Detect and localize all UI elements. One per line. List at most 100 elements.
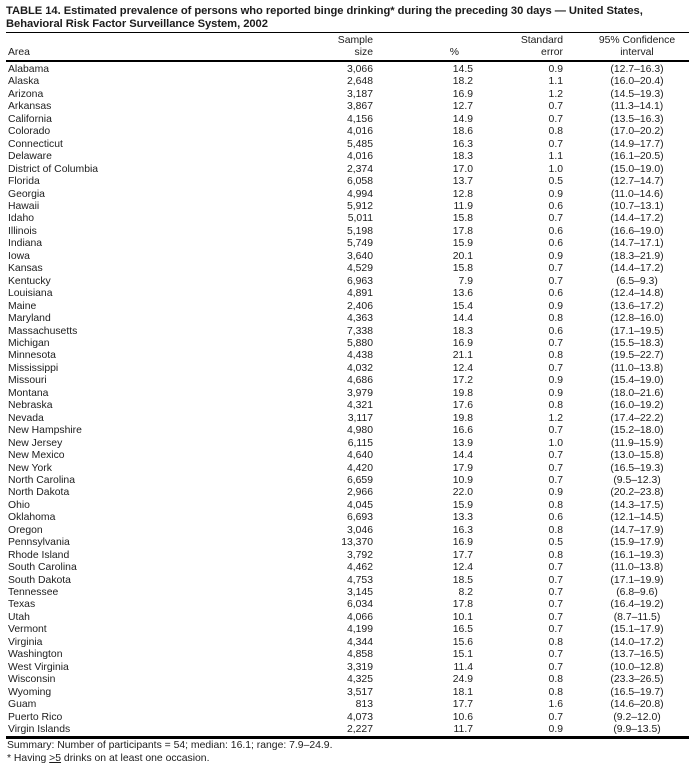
sample-size-cell: 3,867: [346, 101, 373, 113]
area-cell: Alabama: [8, 64, 50, 75]
confidence-interval-cell: (16.5–19.7): [610, 686, 664, 698]
confidence-interval-cell: (17.0–20.2): [610, 126, 664, 138]
area-cell: Virgin Islands: [8, 724, 71, 736]
standard-error-cell: 1.1: [548, 151, 563, 163]
confidence-interval-cell: (17.4–22.2): [610, 412, 664, 424]
sample-size-cell: 3,145: [346, 587, 373, 599]
standard-error-cell: 0.7: [548, 587, 563, 599]
area-cell: Delaware: [8, 151, 52, 163]
standard-error-cell: 0.7: [548, 711, 563, 723]
confidence-interval-cell: (11.3–14.1): [610, 101, 664, 113]
confidence-interval-cell: (16.0–20.4): [610, 76, 664, 88]
sample-size-cell: 3,187: [346, 88, 373, 100]
confidence-interval-cell: (17.1–19.9): [610, 574, 664, 586]
percent-cell: 17.6: [452, 400, 473, 412]
sample-size-cell: 3,319: [346, 661, 373, 673]
area-cell: Missouri: [8, 375, 47, 387]
percent-cell: 18.3: [452, 151, 473, 163]
sample-size-cell: 6,115: [347, 437, 373, 449]
standard-error-cell: 0.5: [548, 537, 563, 549]
standard-error-cell: 1.0: [548, 437, 563, 449]
sample-size-cell: 6,034: [346, 599, 373, 611]
percent-cell: 13.6: [452, 288, 473, 300]
area-cell: Virginia: [8, 636, 43, 648]
area-cell: Kansas: [8, 263, 43, 275]
sample-size-cell: 5,011: [347, 213, 373, 225]
confidence-interval-cell: (13.0–15.8): [610, 450, 664, 462]
standard-error-cell: 0.9: [548, 387, 563, 399]
sample-size-cell: 4,344: [346, 636, 373, 648]
area-cell: Montana: [8, 387, 49, 399]
table-row: Tennessee 3,145 8.2 0.7 (6.8–9.6): [6, 587, 689, 599]
table-row: Massachusetts 7,338 18.3 0.6 (17.1–19.5): [6, 326, 689, 338]
standard-error-cell: 0.7: [548, 138, 563, 150]
area-cell: Nevada: [8, 412, 44, 424]
area-cell: New Jersey: [8, 437, 63, 449]
sample-size-cell: 3,066: [346, 64, 373, 75]
confidence-interval-cell: (6.5–9.3): [616, 275, 658, 287]
confidence-interval-cell: (9.9–13.5): [613, 724, 661, 736]
standard-error-cell: 0.7: [548, 599, 563, 611]
table-row: Oregon 3,046 16.3 0.8 (14.7–17.9): [6, 525, 689, 537]
table-row: Georgia 4,994 12.8 0.9 (11.0–14.6): [6, 189, 689, 201]
standard-error-cell: 0.7: [548, 275, 563, 287]
area-cell: Guam: [8, 699, 37, 711]
table-row: Alaska 2,648 18.2 1.1 (16.0–20.4): [6, 76, 689, 88]
sample-size-cell: 4,325: [346, 674, 373, 686]
table-row: District of Columbia 2,374 17.0 1.0 (15.0–19…: [6, 164, 689, 176]
standard-error-cell: 0.8: [548, 350, 563, 362]
sample-size-cell: 4,980: [346, 425, 373, 437]
summary-line: Summary: Number of participants = 54; me…: [7, 740, 333, 752]
percent-cell: 13.3: [452, 512, 473, 524]
table-row: South Dakota 4,753 18.5 0.7 (17.1–19.9): [6, 575, 689, 587]
sample-size-cell: 7,338: [346, 325, 373, 337]
percent-cell: 13.9: [452, 437, 473, 449]
area-cell: Vermont: [8, 624, 47, 636]
standard-error-cell: 1.6: [548, 699, 563, 711]
confidence-interval-cell: (14.7–17.1): [610, 238, 664, 250]
confidence-interval-cell: (18.3–21.9): [610, 250, 664, 262]
confidence-interval-cell: (14.3–17.5): [610, 499, 664, 511]
area-cell: Tennessee: [8, 587, 59, 599]
table-row: Utah 4,066 10.1 0.7 (8.7–11.5): [6, 612, 689, 624]
confidence-interval-cell: (10.0–12.8): [610, 661, 664, 673]
percent-cell: 17.8: [452, 225, 473, 237]
sample-size-cell: 2,227: [346, 724, 373, 736]
sample-size-cell: 4,321: [346, 400, 373, 412]
percent-cell: 10.6: [452, 711, 473, 723]
footnote-gte-symbol: >5: [49, 752, 62, 764]
area-cell: Oklahoma: [8, 512, 56, 524]
confidence-interval-cell: (14.7–17.9): [610, 524, 664, 536]
confidence-interval-cell: (15.1–17.9): [610, 624, 664, 636]
standard-error-cell: 0.7: [548, 661, 563, 673]
percent-cell: 11.4: [453, 661, 473, 673]
confidence-interval-cell: (11.0–13.8): [610, 562, 664, 574]
confidence-interval-cell: (16.1–20.5): [610, 151, 664, 163]
confidence-interval-cell: (14.6–20.8): [610, 699, 664, 711]
confidence-interval-cell: (9.2–12.0): [613, 711, 661, 723]
area-cell: Nebraska: [8, 400, 53, 412]
percent-cell: 15.9: [452, 499, 473, 511]
table-row: Hawaii 5,912 11.9 0.6 (10.7–13.1): [6, 201, 689, 213]
area-cell: District of Columbia: [8, 163, 99, 175]
confidence-interval-cell: (6.8–9.6): [616, 587, 658, 599]
area-cell: Idaho: [8, 213, 35, 225]
sample-size-cell: 2,406: [346, 300, 373, 312]
percent-cell: 17.7: [452, 699, 473, 711]
confidence-interval-cell: (13.7–16.5): [610, 649, 664, 661]
area-cell: Oregon: [8, 524, 43, 536]
table-row: Maine 2,406 15.4 0.9 (13.6–17.2): [6, 301, 689, 313]
confidence-interval-cell: (13.6–17.2): [610, 300, 664, 312]
table-row: Arizona 3,187 16.9 1.2 (14.5–19.3): [6, 89, 689, 101]
sample-size-cell: 4,016: [346, 151, 373, 163]
area-cell: Maine: [8, 300, 37, 312]
table-row: Texas 6,034 17.8 0.7 (16.4–19.2): [6, 599, 689, 611]
standard-error-cell: 0.6: [548, 512, 563, 524]
confidence-interval-cell: (14.4–17.2): [610, 263, 664, 275]
standard-error-cell: 0.7: [548, 213, 563, 225]
column-header-percent: %: [373, 32, 473, 63]
table-row: New Mexico 4,640 14.4 0.7 (13.0–15.8): [6, 450, 689, 462]
confidence-interval-cell: (15.2–18.0): [610, 425, 664, 437]
percent-cell: 15.8: [452, 263, 473, 275]
confidence-interval-cell: (11.0–14.6): [610, 188, 664, 200]
